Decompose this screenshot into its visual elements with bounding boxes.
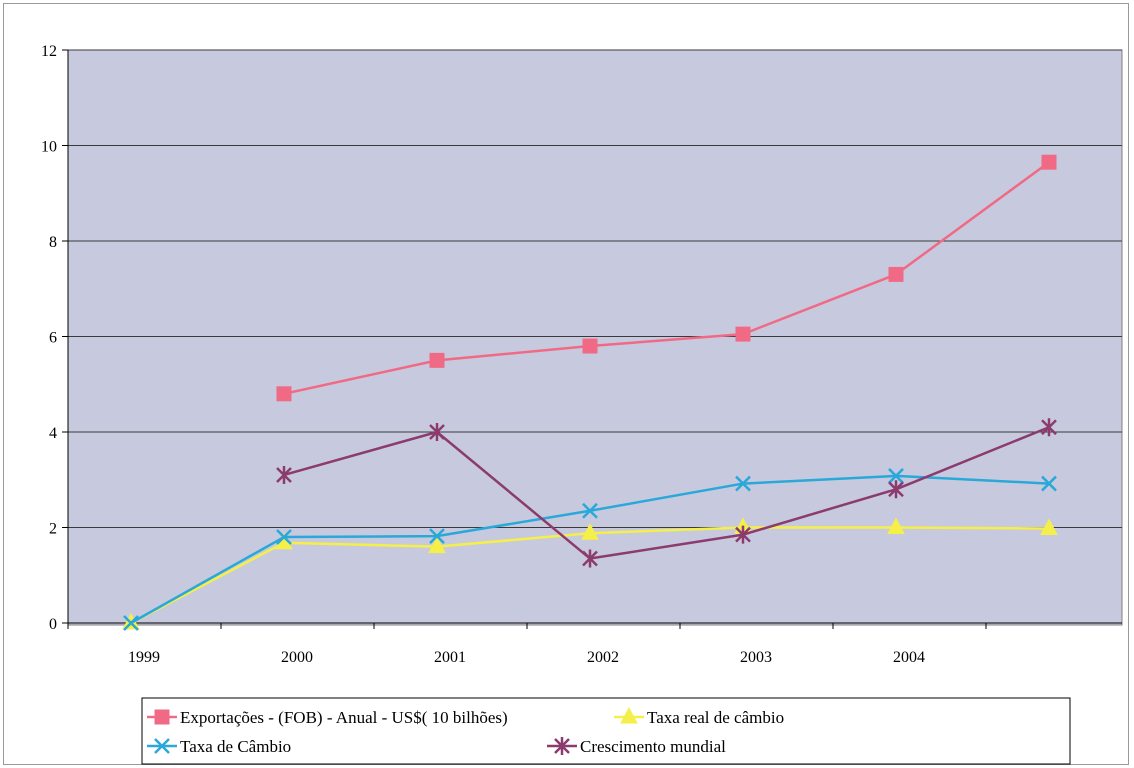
data-point	[735, 525, 751, 544]
data-point	[429, 423, 445, 441]
data-point	[735, 475, 751, 492]
data-point	[1041, 154, 1057, 170]
series-2	[123, 468, 1057, 631]
data-point	[620, 706, 638, 724]
series-0	[276, 154, 1057, 402]
data-point	[429, 528, 445, 544]
data-point	[429, 352, 445, 368]
series-line	[283, 161, 1050, 396]
legend-label: Taxa real de câmbio	[647, 708, 784, 727]
x-tick-label: 1999	[128, 649, 160, 666]
data-point	[276, 465, 292, 484]
legend-label: Crescimento mundial	[580, 737, 726, 756]
data-point	[888, 468, 904, 484]
y-tick-label: 10	[41, 139, 57, 156]
data-point	[581, 523, 599, 540]
x-tick-label: 2000	[281, 649, 313, 666]
legend-item-1: Taxa real de câmbio	[614, 706, 784, 727]
data-point	[154, 709, 170, 725]
data-point	[735, 326, 751, 342]
legend-item-3: Crescimento mundial	[547, 737, 726, 756]
data-point	[123, 615, 139, 631]
legend-box	[141, 697, 1071, 765]
x-tick-label: 2003	[740, 649, 772, 666]
data-point	[276, 529, 292, 545]
data-point	[154, 738, 170, 754]
legend-item-0: Exportações - (FOB) - Anual - US$( 10 bi…	[147, 708, 508, 727]
data-point	[276, 386, 292, 402]
axes: 0 2 4 6 8 10 12 1999 2000 2001 2002 2003 2004	[41, 43, 1122, 666]
y-tick-label: 0	[49, 616, 57, 633]
data-point	[888, 266, 904, 282]
series-line	[283, 426, 1050, 560]
data-point	[582, 549, 598, 568]
data-point	[582, 338, 598, 354]
legend-label: Taxa de Câmbio	[180, 737, 291, 756]
series-lines	[122, 154, 1058, 631]
data-point	[1041, 418, 1057, 437]
gridlines	[68, 49, 1122, 528]
data-point	[428, 536, 446, 554]
y-tick-label: 6	[49, 330, 57, 347]
x-tick-label: 2002	[587, 649, 619, 666]
x-tick-label: 2004	[893, 649, 925, 666]
series-3	[276, 418, 1057, 568]
x-tick-label: 2001	[434, 649, 466, 666]
data-point	[888, 480, 904, 499]
y-tick-label: 12	[41, 43, 57, 60]
y-tick-label: 2	[49, 521, 57, 538]
legend: Exportações - (FOB) - Anual - US$( 10 bi…	[141, 697, 1071, 765]
data-point	[1041, 475, 1057, 492]
y-tick-label: 4	[49, 425, 57, 442]
data-point	[1040, 518, 1058, 535]
data-point	[554, 737, 570, 755]
data-point	[887, 517, 905, 534]
data-point	[582, 502, 598, 519]
y-tick-label: 8	[49, 234, 57, 251]
legend-label: Exportações - (FOB) - Anual - US$( 10 bi…	[180, 708, 508, 727]
legend-item-2: Taxa de Câmbio	[147, 737, 291, 756]
